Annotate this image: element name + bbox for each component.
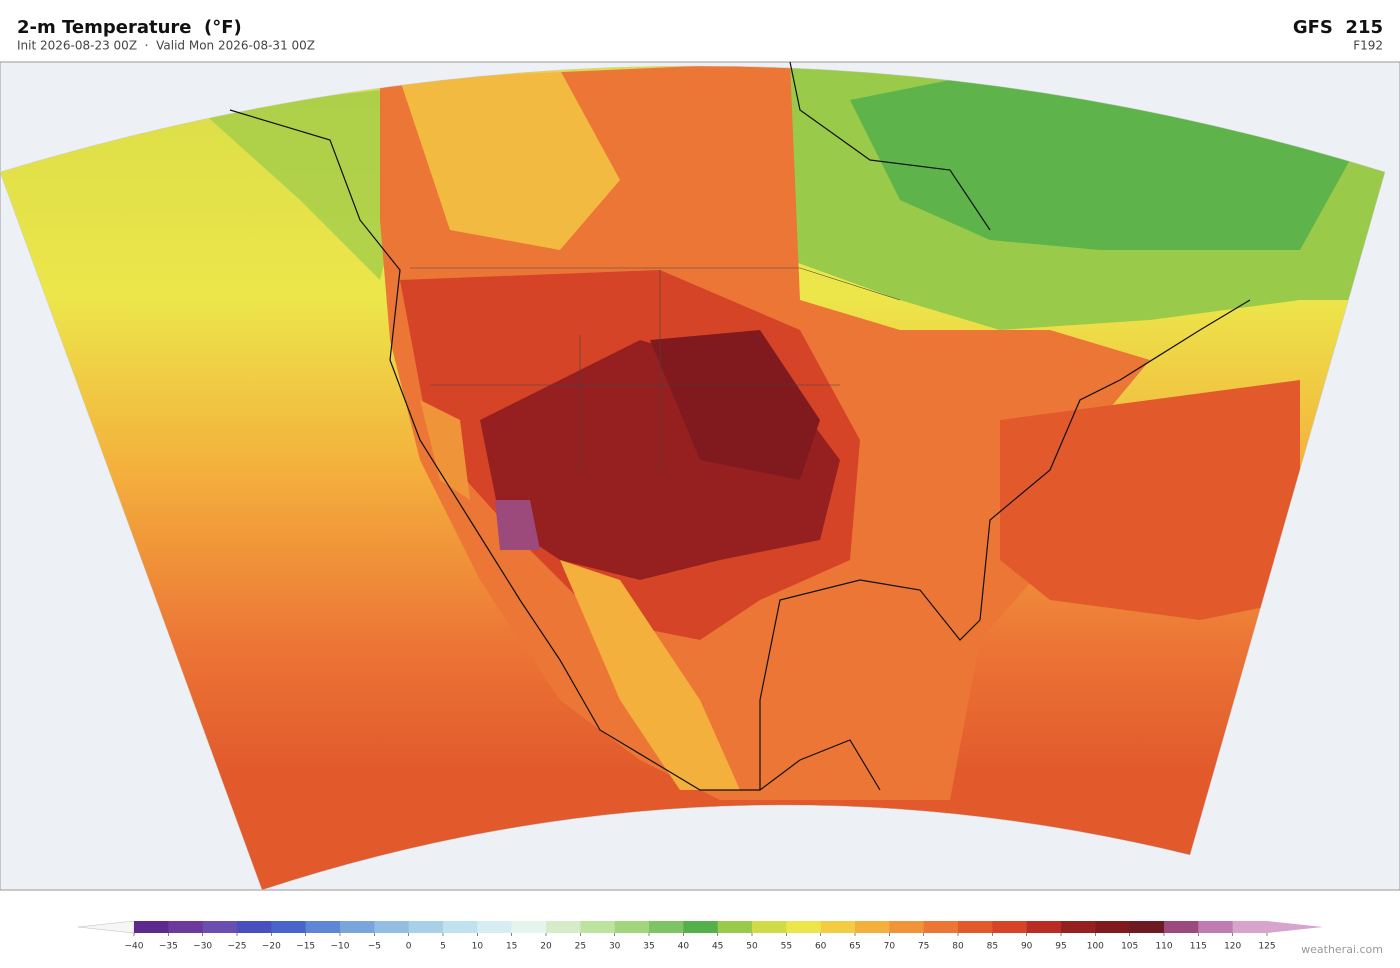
colorbar-tick-label: 125: [1258, 942, 1275, 952]
colorbar: −40 −35 −30 −25 −20 −15 −10 −5 0 5 10 15 20 25 30 35 40 4…: [77, 920, 1323, 952]
colorbar-swatch: [511, 921, 547, 933]
colorbar-swatch: [1164, 921, 1199, 933]
colorbar-tick-label: 110: [1155, 942, 1172, 952]
colorbar-swatch: [683, 921, 719, 933]
borders: [410, 267, 901, 470]
colorbar-swatch: [134, 921, 169, 933]
colorbar-over: [1267, 921, 1323, 933]
colorbar-swatch: [580, 921, 616, 933]
colorbar-tick-label: 5: [440, 942, 446, 952]
colorbar-swatch: [271, 921, 307, 933]
map-title: 2-m Temperature (°F): [17, 17, 242, 38]
colorbar-swatch: [1198, 921, 1234, 933]
colorbar-swatch: [992, 921, 1028, 933]
watermark: weatherai.com: [1301, 943, 1383, 956]
colorbar-tick-label: −40: [125, 942, 144, 952]
colorbar-swatch: [1129, 921, 1165, 933]
colorbar-swatch: [889, 921, 925, 933]
colorbar-tick-label: 40: [678, 942, 690, 952]
colorbar-tick-label: −15: [296, 942, 315, 952]
colorbar-swatch: [958, 921, 993, 933]
colorbar-swatch: [820, 921, 856, 933]
colorbar-tick-label: 0: [406, 942, 412, 952]
colorbar-swatch: [408, 921, 444, 933]
colorbar-tick-label: 30: [609, 942, 621, 952]
colorbar-tick-label: 15: [506, 942, 517, 952]
colorbar-tick-label: 115: [1190, 942, 1207, 952]
colorbar-under: [77, 920, 135, 934]
colorbar-swatch: [855, 921, 890, 933]
colorbar-tick-label: 35: [643, 942, 654, 952]
coastline: [229, 61, 1251, 791]
model-label: GFS 215: [1293, 17, 1383, 38]
colorbar-tick-label: −30: [193, 942, 212, 952]
colorbar-swatch: [237, 921, 272, 933]
colorbar-tick-label: 100: [1087, 942, 1104, 952]
colorbar-tick-label: 65: [849, 942, 860, 952]
colorbar-tick-label: 55: [781, 942, 792, 952]
colorbar-swatch: [340, 921, 375, 933]
colorbar-swatch: [305, 921, 341, 933]
colorbar-tick-label: −20: [262, 942, 281, 952]
colorbar-tick-label: 80: [952, 942, 964, 952]
colorbar-swatch: [477, 921, 513, 933]
colorbar-tick-label: 75: [918, 942, 929, 952]
map: [0, 61, 1400, 891]
colorbar-swatch: [1026, 921, 1062, 933]
colorbar-tick-label: 105: [1121, 942, 1138, 952]
colorbar-tick-label: −25: [228, 942, 247, 952]
colorbar-tick-label: −5: [368, 942, 381, 952]
colorbar-swatch: [1095, 921, 1131, 933]
colorbar-tick-label: 20: [540, 942, 552, 952]
temperature-field: [0, 66, 1385, 890]
colorbar-tick-label: −35: [159, 942, 178, 952]
colorbar-swatch: [202, 921, 238, 933]
colorbar-tick-label: 95: [1055, 942, 1066, 952]
colorbar-tick-label: 45: [712, 942, 723, 952]
colorbar-tick-label: 85: [987, 942, 998, 952]
colorbar-swatch: [546, 921, 581, 933]
colorbar-tick-label: 50: [746, 942, 758, 952]
colorbar-swatch: [614, 921, 650, 933]
colorbar-swatch: [752, 921, 787, 933]
colorbar-swatch: [374, 921, 410, 933]
colorbar-tick-label: 90: [1021, 942, 1033, 952]
colorbar-swatch: [649, 921, 684, 933]
forecast-hour: F192: [1353, 39, 1383, 53]
colorbar-swatch: [923, 921, 959, 933]
colorbar-swatch: [1061, 921, 1096, 933]
colorbar-tick-label: 25: [575, 942, 586, 952]
colorbar-tick-label: 70: [884, 942, 896, 952]
colorbar-swatch: [786, 921, 822, 933]
colorbar-tick-label: −10: [331, 942, 350, 952]
colorbar-swatch: [1232, 921, 1268, 933]
colorbar-tick-label: 120: [1224, 942, 1241, 952]
colorbar-swatch: [443, 921, 478, 933]
colorbar-tick-label: 60: [815, 942, 827, 952]
map-subtitle: Init 2026-08-23 00Z · Valid Mon 2026-08-…: [17, 39, 315, 53]
colorbar-swatch: [168, 921, 204, 933]
colorbar-tick-label: 10: [472, 942, 484, 952]
colorbar-swatch: [717, 921, 753, 933]
